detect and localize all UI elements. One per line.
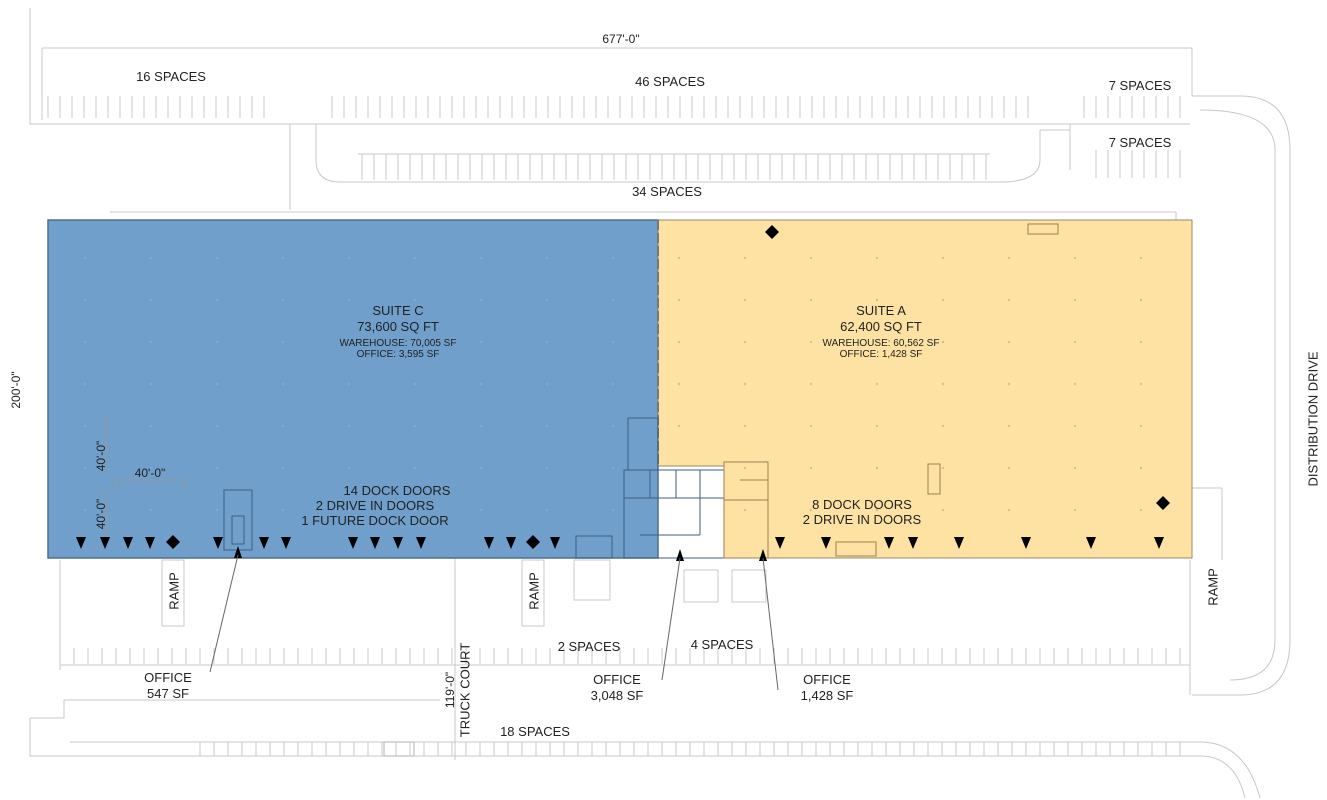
parking-label-north-east-2: 7 SPACES bbox=[1108, 135, 1172, 150]
suite-a-name: SUITE A bbox=[856, 303, 906, 318]
office-entry-1428 bbox=[759, 549, 767, 561]
dock-door-c-3 bbox=[123, 537, 133, 549]
dock-door-a-2 bbox=[821, 537, 831, 549]
dock-door-c-14 bbox=[550, 537, 560, 549]
parking-label-south-center: 4 SPACES bbox=[690, 637, 754, 652]
suite-a-doors-1: 8 DOCK DOORS bbox=[812, 497, 912, 512]
bay-depth-upper-dimension: 40'-0" bbox=[94, 440, 108, 472]
dock-door-a-7 bbox=[1086, 537, 1096, 549]
column-grid bbox=[83, 256, 1143, 512]
suite-c-name: SUITE C bbox=[372, 303, 424, 318]
dock-door-c-8 bbox=[348, 537, 358, 549]
site-linework bbox=[29, 8, 1291, 799]
dock-door-c-13 bbox=[506, 537, 516, 549]
parking-label-south-bottom: 18 SPACES bbox=[500, 724, 570, 739]
distribution-drive-label: DISTRIBUTION DRIVE bbox=[1305, 351, 1321, 487]
suite-a-office: OFFICE: 1,428 SF bbox=[839, 349, 923, 360]
ramp-label-2: RAMP bbox=[526, 572, 542, 610]
truck-court-dimension: 119'-0" bbox=[443, 671, 457, 709]
dock-door-a-3 bbox=[884, 537, 894, 549]
drive-in-door-c-1 bbox=[166, 535, 180, 549]
dock-door-c-4 bbox=[145, 537, 155, 549]
parking-label-north-west: 16 SPACES bbox=[136, 69, 206, 84]
dock-door-c-5 bbox=[213, 537, 223, 549]
office-a-linework bbox=[723, 223, 1059, 559]
office-callout-3048: OFFICE 3,048 SF bbox=[590, 672, 644, 703]
suite-a-doors-2: 2 DRIVE IN DOORS bbox=[802, 512, 922, 527]
parking-label-north-center: 46 SPACES bbox=[635, 74, 705, 89]
ramp-label-1: RAMP bbox=[166, 572, 182, 610]
ramp-label-3: RAMP bbox=[1205, 568, 1221, 606]
dock-door-c-11 bbox=[416, 537, 426, 549]
dimension-lines bbox=[102, 419, 185, 540]
dock-door-c-6 bbox=[259, 537, 269, 549]
drive-in-door-a-1 bbox=[765, 225, 779, 239]
office-entry-3048 bbox=[676, 549, 684, 561]
building-depth-dimension: 200'-0" bbox=[9, 371, 23, 409]
bay-width-dimension: 40'-0" bbox=[134, 466, 166, 480]
office-callout-1428: OFFICE 1,428 SF bbox=[800, 672, 854, 703]
dock-door-a-6 bbox=[1021, 537, 1031, 549]
overall-width-dimension: 677'-0" bbox=[602, 32, 640, 46]
dock-door-c-2 bbox=[100, 537, 110, 549]
suite-c-doors-3: 1 FUTURE DOCK DOOR bbox=[301, 513, 449, 528]
dock-door-c-9 bbox=[370, 537, 380, 549]
office-callout-547: OFFICE 547 SF bbox=[144, 670, 192, 701]
suite-a-area-label: 62,400 SQ FT bbox=[840, 319, 922, 334]
suite-a-area bbox=[657, 219, 1193, 559]
suite-c-doors-2: 2 DRIVE IN DOORS bbox=[315, 498, 435, 513]
suite-c-warehouse: WAREHOUSE: 70,005 SF bbox=[339, 338, 457, 349]
truck-court-label: TRUCK COURT bbox=[457, 642, 473, 738]
dock-door-c-1 bbox=[76, 537, 86, 549]
parking-stalls bbox=[47, 96, 1181, 756]
dock-door-a-8 bbox=[1154, 537, 1164, 549]
drive-in-door-a-2 bbox=[1156, 496, 1170, 510]
dock-door-c-10 bbox=[393, 537, 403, 549]
suite-c-area bbox=[47, 219, 659, 559]
dock-door-c-7 bbox=[281, 537, 291, 549]
drive-in-door-c-2 bbox=[526, 535, 540, 549]
suite-a-warehouse: WAREHOUSE: 60,562 SF bbox=[822, 338, 940, 349]
suite-c-office: OFFICE: 3,595 SF bbox=[356, 349, 440, 360]
suite-c-area-label: 73,600 SQ FT bbox=[357, 319, 439, 334]
parking-label-south-mid: 2 SPACES bbox=[557, 639, 621, 654]
office-entry-547 bbox=[234, 546, 242, 558]
dock-door-c-12 bbox=[484, 537, 494, 549]
dock-door-a-5 bbox=[954, 537, 964, 549]
parking-label-north-east-1: 7 SPACES bbox=[1108, 78, 1172, 93]
bay-depth-lower-dimension: 40'-0" bbox=[94, 498, 108, 530]
suite-c-doors-1: 14 DOCK DOORS bbox=[343, 483, 451, 498]
parking-label-front-row: 34 SPACES bbox=[632, 184, 702, 199]
dock-door-a-1 bbox=[775, 537, 785, 549]
dock-door-a-4 bbox=[908, 537, 918, 549]
dock-doors bbox=[76, 225, 1170, 561]
